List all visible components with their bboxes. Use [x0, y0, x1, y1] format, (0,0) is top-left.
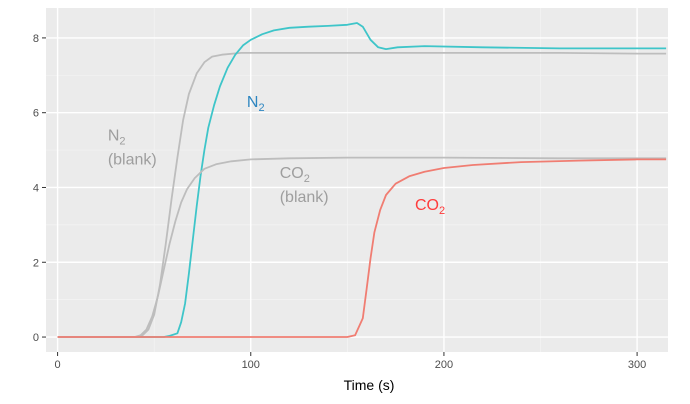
- series-annotation: CO2: [415, 197, 445, 217]
- series-annotation-line2: (blank): [280, 189, 329, 206]
- series-layer: [57, 22, 667, 338]
- series-line: [57, 52, 667, 338]
- series-annotations: N2 N2 (blank) CO2 (blank) CO2: [108, 94, 445, 217]
- x-tick-label: 200: [435, 359, 453, 371]
- x-tick-label: 0: [55, 359, 61, 371]
- axis-ticks: 0 100 200 300 0 2 4 6 8: [33, 33, 646, 371]
- y-tick-label: 0: [33, 332, 39, 344]
- x-tick-label: 100: [242, 359, 260, 371]
- series-annotation-line2: (blank): [108, 152, 157, 169]
- series-annotation: N2: [108, 128, 126, 148]
- plot-panel: [46, 8, 668, 352]
- y-tick-label: 8: [33, 33, 39, 45]
- x-tick-label: 300: [628, 359, 646, 371]
- series-annotation: CO2: [280, 165, 310, 185]
- grid-minor: [46, 8, 668, 352]
- y-tick-label: 4: [33, 182, 39, 194]
- y-tick-label: 6: [33, 108, 39, 120]
- y-tick-label: 2: [33, 257, 39, 269]
- series-line: [57, 156, 667, 338]
- series-annotation: N2: [247, 94, 265, 114]
- series-line: [57, 22, 667, 338]
- x-axis-title: Time (s): [344, 377, 395, 393]
- series-line: [57, 158, 667, 338]
